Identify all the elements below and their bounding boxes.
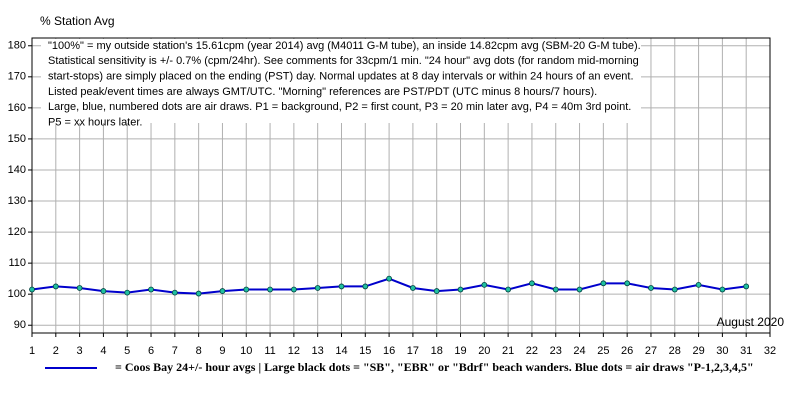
x-tick-label: 5 <box>124 345 130 357</box>
y-tick-label: 130 <box>8 195 26 207</box>
data-point <box>76 285 83 291</box>
x-tick-label: 23 <box>550 345 562 357</box>
x-tick-label: 28 <box>669 345 681 357</box>
y-tick-label: 100 <box>8 288 26 300</box>
x-tick-label: 9 <box>219 345 225 357</box>
data-point <box>290 286 297 293</box>
data-point <box>100 288 107 294</box>
y-tick-label: 170 <box>8 71 26 83</box>
data-point <box>219 288 226 294</box>
x-tick-label: 22 <box>526 345 538 357</box>
y-tick-label: 180 <box>8 40 26 52</box>
notes-box <box>41 39 641 123</box>
data-point <box>267 286 273 293</box>
x-tick-label: 2 <box>53 345 59 357</box>
x-tick-label: 17 <box>407 345 419 357</box>
x-tick-label: 1 <box>29 345 35 357</box>
data-point <box>481 281 488 288</box>
x-tick-label: 7 <box>172 345 178 357</box>
note-line: start-stops) are simply placed on the en… <box>48 71 634 83</box>
data-point <box>410 285 416 291</box>
x-tick-label: 14 <box>335 345 347 357</box>
data-point <box>195 290 202 297</box>
data-point <box>457 286 464 293</box>
x-tick-label: 4 <box>100 345 106 357</box>
x-tick-label: 13 <box>312 345 324 357</box>
data-point <box>600 280 607 287</box>
x-tick-label: 30 <box>716 345 728 357</box>
y-tick-label: 110 <box>8 257 26 269</box>
note-line: Statistical sensitivity is +/- 0.7% (cpm… <box>48 55 639 67</box>
data-point <box>52 283 59 290</box>
y-tick-label: 140 <box>8 164 26 176</box>
x-tick-label: 15 <box>359 345 371 357</box>
data-point <box>624 280 631 287</box>
x-tick-label: 26 <box>621 345 633 357</box>
annotation: August 2020 <box>717 315 785 329</box>
y-tick-label: 120 <box>8 226 26 238</box>
data-point <box>314 285 321 291</box>
data-point <box>671 286 678 293</box>
x-tick-label: 24 <box>573 345 585 357</box>
x-tick-label: 18 <box>431 345 443 357</box>
data-point <box>124 289 131 296</box>
note-line: Listed peak/event times are always GMT/U… <box>48 86 597 98</box>
data-point <box>338 283 345 290</box>
x-tick-label: 19 <box>454 345 466 357</box>
data-point <box>552 286 559 293</box>
data-point <box>243 286 250 293</box>
x-tick-label: 31 <box>740 345 752 357</box>
x-tick-label: 32 <box>764 345 776 357</box>
chart-title: % Station Avg <box>40 14 115 28</box>
x-tick-label: 20 <box>478 345 490 357</box>
data-point <box>433 288 440 294</box>
data-point <box>529 280 535 287</box>
data-point <box>743 283 750 290</box>
y-tick-label: 160 <box>8 102 26 114</box>
data-point <box>148 286 154 293</box>
x-tick-label: 10 <box>240 345 252 357</box>
data-point <box>576 286 583 293</box>
data-point <box>648 285 654 291</box>
data-point <box>171 289 178 296</box>
data-point <box>505 286 512 293</box>
y-tick-label: 150 <box>8 133 26 145</box>
note-line: Large, blue, numbered dots are air draws… <box>48 101 631 113</box>
note-line: P5 = xx hours later. <box>48 116 142 128</box>
x-tick-label: 6 <box>148 345 154 357</box>
y-tick-label: 90 <box>14 319 26 331</box>
data-point <box>719 286 726 293</box>
data-point <box>29 286 35 293</box>
x-tick-label: 3 <box>77 345 83 357</box>
x-tick-label: 25 <box>597 345 609 357</box>
x-tick-label: 8 <box>196 345 202 357</box>
x-tick-label: 29 <box>692 345 704 357</box>
data-point <box>695 281 702 288</box>
x-tick-label: 12 <box>288 345 300 357</box>
plot-border <box>31 37 771 334</box>
note-line: "100%" = my outside station's 15.61cpm (… <box>48 40 641 52</box>
x-tick-label: 16 <box>383 345 395 357</box>
x-tick-label: 11 <box>264 345 275 357</box>
x-tick-label: 27 <box>645 345 657 357</box>
data-point <box>386 275 392 282</box>
data-point <box>362 283 369 290</box>
x-tick-label: 21 <box>502 345 514 357</box>
legend-label: = Coos Bay 24+/- hour avgs | Large black… <box>115 360 754 374</box>
